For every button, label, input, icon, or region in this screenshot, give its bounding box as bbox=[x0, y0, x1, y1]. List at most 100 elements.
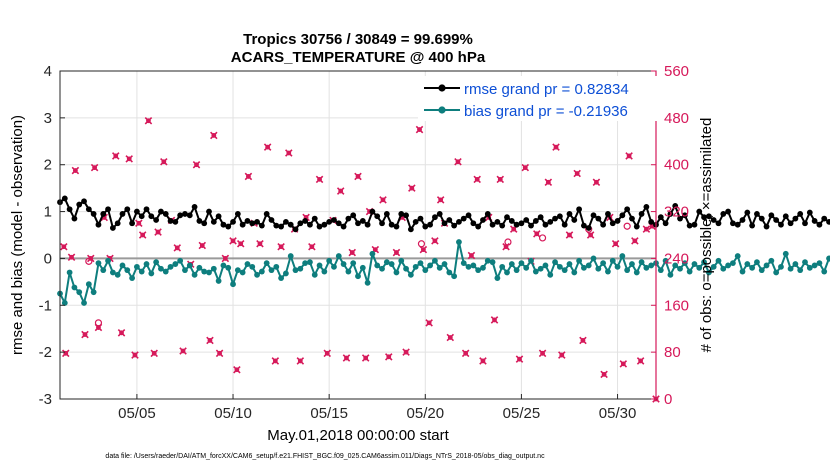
obs-assimilated-core bbox=[161, 159, 167, 165]
bias-point bbox=[167, 263, 174, 270]
rmse-point bbox=[234, 211, 241, 217]
obs-assimilated-point bbox=[244, 172, 253, 181]
y-tick-label-left: 0 bbox=[44, 250, 52, 267]
bias-point bbox=[705, 269, 712, 276]
rmse-point bbox=[778, 221, 784, 228]
y-axis-label-right: # of obs: o=possible; ×=assimilated bbox=[698, 118, 715, 353]
rmse-point bbox=[388, 221, 395, 228]
obs-assimilated-core bbox=[297, 358, 303, 364]
obs-assimilated-core bbox=[474, 176, 480, 182]
obs-assimilated-core bbox=[246, 174, 251, 179]
bias-point bbox=[311, 271, 318, 278]
rmse-point bbox=[273, 222, 280, 229]
rmse-point bbox=[85, 206, 92, 213]
rmse-point bbox=[744, 209, 751, 216]
rmse-point bbox=[730, 220, 736, 227]
rmse-point bbox=[552, 215, 558, 222]
obs-assimilated-point bbox=[308, 242, 316, 251]
bias-point bbox=[792, 261, 799, 267]
bias-point bbox=[734, 253, 741, 259]
obs-assimilated-point bbox=[221, 254, 230, 263]
bias-point bbox=[465, 263, 472, 270]
rmse-point bbox=[81, 198, 87, 205]
obs-assimilated-core bbox=[238, 241, 244, 247]
y-tick-label-left: -1 bbox=[39, 297, 52, 314]
obs-assimilated-point bbox=[90, 163, 99, 172]
bias-point bbox=[585, 262, 592, 269]
bias-point bbox=[460, 260, 467, 267]
obs-assimilated-point bbox=[384, 353, 393, 361]
obs-assimilated-core bbox=[155, 229, 161, 235]
obs-assimilated-point bbox=[361, 354, 370, 362]
bias-point bbox=[61, 300, 68, 306]
bias-point bbox=[191, 271, 198, 278]
obs-assimilated-point bbox=[67, 253, 76, 262]
bias-point bbox=[321, 268, 328, 275]
obs-assimilated-core bbox=[380, 197, 386, 203]
rmse-point bbox=[422, 223, 429, 230]
obs-assimilated-point bbox=[131, 351, 139, 359]
obs-assimilated-point bbox=[379, 196, 387, 204]
bias-point bbox=[758, 267, 765, 274]
bias-point bbox=[768, 257, 775, 264]
bias-point bbox=[504, 269, 510, 276]
obs-assimilated-point bbox=[496, 175, 505, 184]
rmse-point bbox=[571, 217, 578, 223]
rmse-point bbox=[162, 211, 169, 217]
rmse-point bbox=[210, 218, 217, 225]
bias-point bbox=[297, 265, 304, 272]
bias-point bbox=[230, 281, 236, 288]
obs-assimilated-core bbox=[455, 159, 461, 165]
bias-point bbox=[826, 255, 830, 262]
obs-assimilated-point bbox=[636, 357, 645, 365]
bias-point bbox=[480, 264, 486, 271]
axis-layer: 4 3 2 1 0 -1 -2 -3 560 480 400 320 240 160 80 0 05/05 05/… bbox=[39, 63, 689, 422]
rmse-point bbox=[302, 218, 309, 224]
bias-point bbox=[124, 267, 131, 274]
obs-assimilated-core bbox=[438, 197, 444, 203]
legend-label-bias: bias grand pr = -0.21936 bbox=[464, 103, 628, 120]
rmse-point bbox=[581, 222, 587, 229]
bias-point bbox=[662, 257, 669, 264]
obs-assimilated-point bbox=[111, 152, 120, 160]
x-tick-label: 05/20 bbox=[407, 405, 445, 422]
bias-point bbox=[393, 269, 400, 276]
rmse-point bbox=[773, 217, 780, 223]
rmse-point bbox=[369, 208, 376, 215]
bias-point bbox=[778, 263, 784, 270]
bias-point bbox=[773, 269, 780, 276]
obs-assimilated-core bbox=[394, 250, 399, 255]
bias-point bbox=[763, 262, 770, 269]
rmse-point bbox=[71, 215, 78, 222]
x-axis-label: May.01,2018 00:00:00 start bbox=[267, 427, 449, 444]
obs-assimilated-point bbox=[296, 357, 305, 365]
bias-point bbox=[508, 261, 515, 267]
obs-assimilated-point bbox=[117, 329, 126, 337]
rmse-point bbox=[821, 215, 828, 222]
obs-assimilated-core bbox=[588, 232, 594, 238]
obs-assimilated-core bbox=[234, 367, 240, 373]
bias-point bbox=[268, 267, 275, 274]
obs-assimilated-point bbox=[236, 240, 245, 248]
bias-point bbox=[566, 261, 573, 267]
bias-point bbox=[153, 259, 160, 266]
y-tick-label-right: 0 bbox=[664, 391, 672, 408]
bias-point bbox=[374, 262, 381, 269]
bias-point bbox=[816, 260, 823, 267]
footer-data-file: data file: /Users/raeder/DAI/ATM_forcXX/… bbox=[105, 453, 545, 460]
y-tick-label-right: 80 bbox=[664, 344, 681, 361]
rmse-point bbox=[167, 218, 174, 224]
bias-point bbox=[686, 268, 693, 275]
rmse-point bbox=[758, 215, 765, 222]
y-tick-label-right: 240 bbox=[664, 250, 689, 267]
bias-point bbox=[383, 259, 390, 266]
rmse-point bbox=[605, 211, 611, 217]
bias-point bbox=[350, 260, 357, 267]
legend-marker-rmse bbox=[438, 84, 446, 92]
bias-point bbox=[451, 273, 458, 280]
legend: rmse grand pr = 0.82834 bias grand pr = … bbox=[418, 76, 658, 121]
bias-point bbox=[109, 269, 116, 276]
obs-assimilated-core bbox=[174, 245, 180, 251]
obs-assimilated-core bbox=[574, 171, 580, 176]
obs-assimilated-point bbox=[125, 155, 133, 163]
